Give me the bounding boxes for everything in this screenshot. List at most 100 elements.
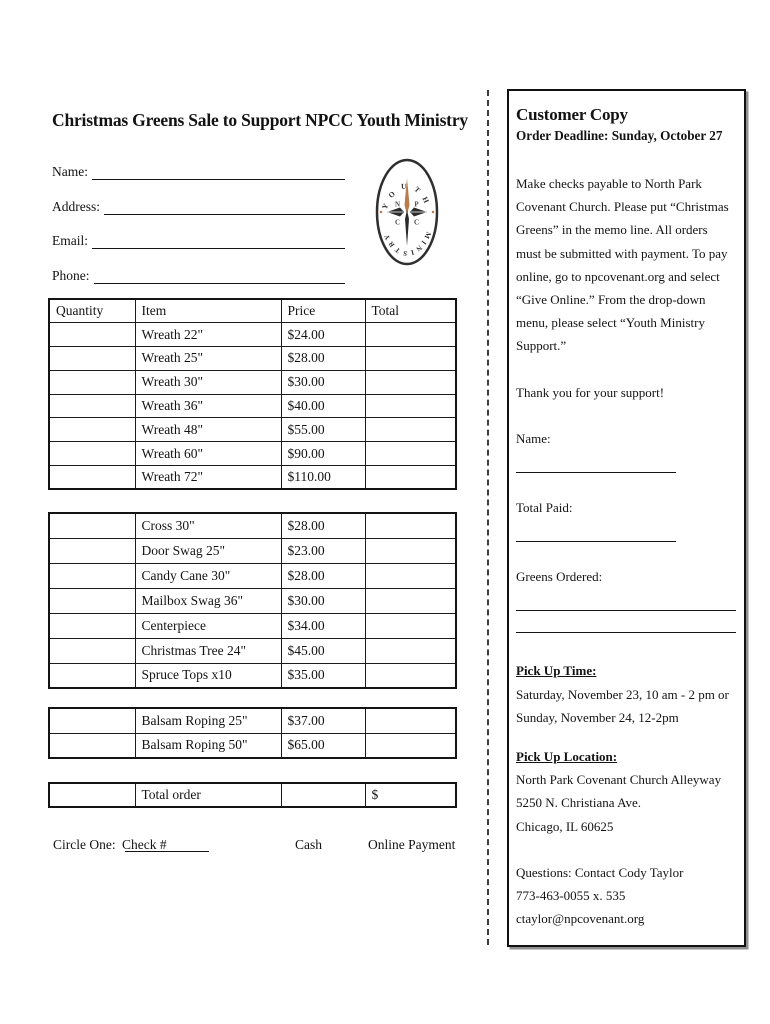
item-cell: Wreath 25" [134, 346, 282, 371]
quantity-cell[interactable] [48, 732, 136, 759]
table-row: Wreath 72" $110.00 [48, 465, 457, 490]
price-cell: $30.00 [280, 369, 366, 395]
pickup-time-line: Sunday, November 24, 12-2pm [516, 709, 679, 725]
cc-total-paid-blank-line[interactable] [516, 519, 676, 543]
cc-name-field: Name: [516, 427, 736, 474]
logo-dot-right [431, 210, 435, 214]
name-input-line[interactable] [92, 162, 345, 180]
total-cell[interactable] [364, 322, 457, 348]
cash-option[interactable]: Cash [295, 837, 322, 852]
quantity-cell[interactable] [48, 587, 136, 614]
quantity-cell[interactable] [48, 441, 136, 467]
cc-greens-blank-line-1[interactable] [516, 588, 736, 612]
total-cell[interactable] [364, 465, 457, 490]
cc-total-paid-label: Total Paid: [516, 500, 573, 516]
email-input-line[interactable] [92, 231, 345, 249]
table-row: Christmas Tree 24" $45.00 [48, 637, 457, 664]
item-cell: Candy Cane 30" [134, 562, 282, 589]
price-cell: $28.00 [280, 346, 366, 371]
logo-npcc-letters: N P C C [395, 201, 419, 227]
quantity-cell[interactable] [48, 417, 136, 443]
payment-instructions: Make checks payable to North Park Covena… [516, 176, 729, 354]
order-table-roping: Balsam Roping 25" $37.00 Balsam Roping 50… [48, 707, 457, 759]
total-cell[interactable] [364, 612, 457, 639]
cc-greens-ordered-label: Greens Ordered: [516, 569, 603, 585]
price-cell: $65.00 [280, 732, 366, 759]
item-cell: Mailbox Swag 36" [134, 587, 282, 614]
table-row: Mailbox Swag 36" $30.00 [48, 587, 457, 614]
quantity-cell[interactable] [48, 369, 136, 395]
customer-copy-panel: Customer Copy Order Deadline: Sunday, Oc… [507, 89, 746, 947]
cc-greens-blank-line-2[interactable] [516, 611, 736, 634]
price-cell: $40.00 [280, 393, 366, 419]
phone-field-row: Phone: [52, 263, 345, 284]
address-input-line[interactable] [104, 197, 345, 215]
price-cell [280, 782, 366, 808]
table-row: Wreath 48" $55.00 [48, 417, 457, 443]
price-header: Price [280, 298, 366, 324]
phone-label: Phone: [52, 267, 90, 283]
svg-text:P: P [414, 201, 419, 209]
total-cell[interactable] [364, 732, 457, 759]
price-cell: $28.00 [280, 562, 366, 589]
price-cell: $23.00 [280, 537, 366, 564]
customer-copy-title: Customer Copy [516, 105, 628, 124]
total-cell[interactable] [364, 587, 457, 614]
item-cell: Door Swag 25" [134, 537, 282, 564]
quantity-header: Quantity [48, 298, 136, 324]
pickup-location-line: 5250 N. Christiana Ave. [516, 795, 642, 811]
price-cell: $90.00 [280, 441, 366, 467]
item-cell: Wreath 48" [134, 417, 282, 443]
item-cell: Wreath 22" [134, 322, 282, 348]
order-table-wreaths: Quantity Item Price Total Wreath 22" $24.… [48, 298, 457, 491]
total-cell[interactable] [364, 369, 457, 395]
total-cell[interactable] [364, 441, 457, 467]
total-order-label: Total order [134, 782, 282, 808]
total-order-amount-cell[interactable]: $ [364, 782, 457, 808]
name-field-row: Name: [52, 159, 345, 180]
quantity-cell[interactable] [48, 662, 136, 689]
item-cell: Wreath 60" [134, 441, 282, 467]
quantity-cell[interactable] [48, 346, 136, 371]
quantity-cell[interactable] [48, 707, 136, 734]
total-cell[interactable] [364, 637, 457, 664]
pickup-time-line: Saturday, November 23, 10 am - 2 pm or [516, 686, 729, 702]
quantity-cell[interactable] [48, 612, 136, 639]
thank-you-note: Thank you for your support! [516, 384, 665, 400]
svg-text:N: N [395, 201, 400, 209]
online-payment-option[interactable]: Online Payment [368, 837, 456, 852]
check-number-line[interactable] [125, 837, 209, 852]
total-header: Total [364, 298, 457, 324]
quantity-cell[interactable] [48, 537, 136, 564]
price-cell: $35.00 [280, 662, 366, 689]
quantity-cell[interactable] [48, 465, 136, 490]
price-cell: $110.00 [280, 465, 366, 490]
total-cell[interactable] [364, 562, 457, 589]
cc-name-blank-line[interactable] [516, 450, 676, 474]
page-title: Christmas Greens Sale to Support NPCC Yo… [52, 110, 468, 130]
quantity-cell[interactable] [48, 393, 136, 419]
quantity-cell[interactable] [48, 637, 136, 664]
total-cell[interactable] [364, 537, 457, 564]
total-cell[interactable] [364, 707, 457, 734]
phone-input-line[interactable] [93, 266, 345, 284]
quantity-cell[interactable] [48, 562, 136, 589]
table-row: Wreath 30" $30.00 [48, 369, 457, 395]
total-cell[interactable] [364, 417, 457, 443]
quantity-cell [48, 782, 136, 808]
contact-line: Questions: Contact Cody Taylor [516, 864, 684, 880]
pickup-time-heading: Pick Up Time: [516, 663, 597, 679]
total-cell[interactable] [364, 346, 457, 371]
pickup-location-line: North Park Covenant Church Alleyway [516, 772, 722, 788]
address-label: Address: [52, 198, 100, 214]
total-cell[interactable] [364, 393, 457, 419]
table-row: Cross 30" $28.00 [48, 512, 457, 539]
email-field-row: Email: [52, 228, 345, 249]
quantity-cell[interactable] [48, 322, 136, 348]
total-cell[interactable] [364, 662, 457, 689]
contact-phone: 773-463-0055 x. 535 [516, 888, 626, 904]
item-cell: Wreath 72" [134, 465, 282, 490]
quantity-cell[interactable] [48, 512, 136, 539]
compass-star-icon [387, 178, 427, 246]
total-cell[interactable] [364, 512, 457, 539]
